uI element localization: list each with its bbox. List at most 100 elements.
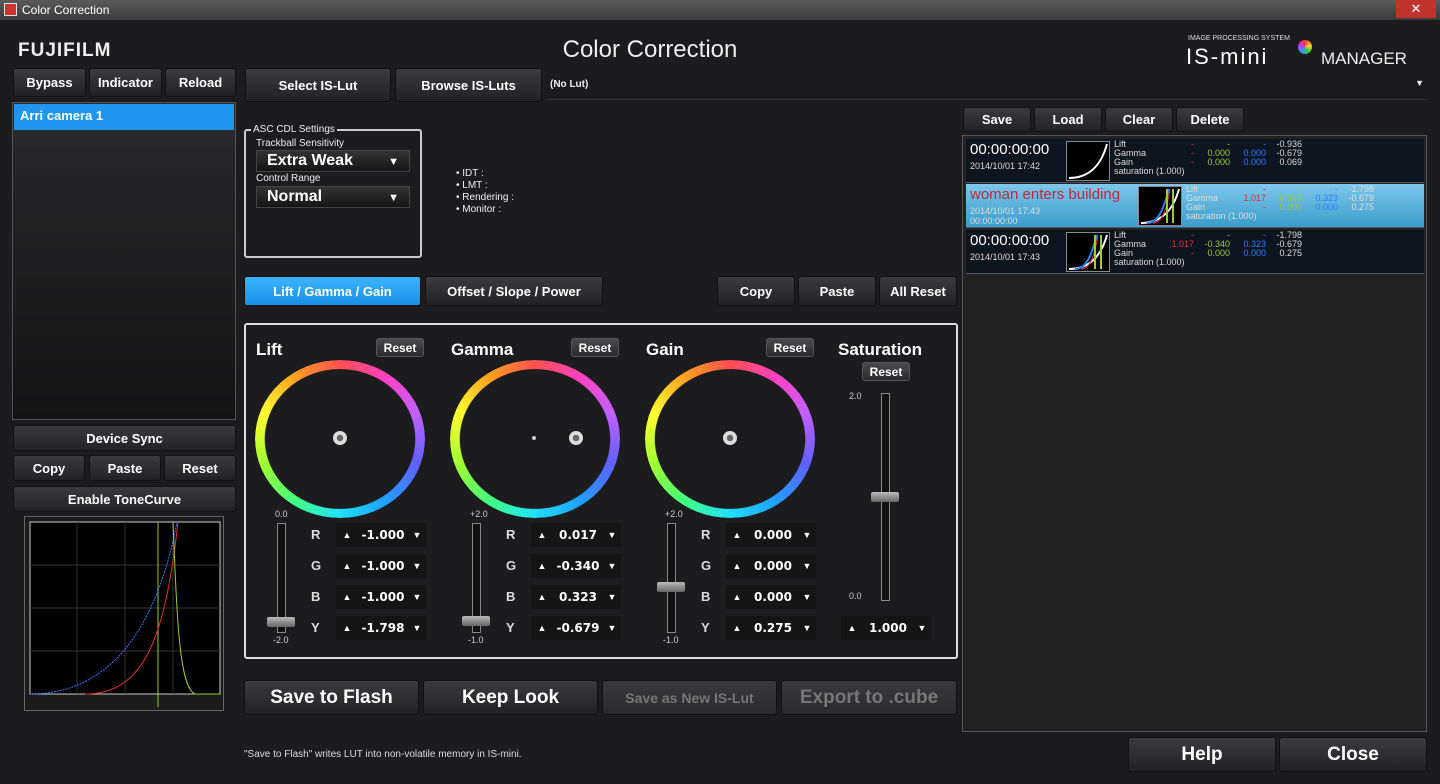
gain-trackball-handle[interactable] (723, 431, 737, 445)
gamma-b-value[interactable]: 0.323 (559, 590, 597, 604)
look-entry[interactable]: 00:00:00:00 2014/10/01 17:43 Lift - - - -1.7… (966, 230, 1424, 274)
saturation-spinner[interactable]: ▲ 1.000 ▼ (841, 616, 931, 640)
save-to-flash-button[interactable]: Save to Flash (244, 680, 419, 715)
keep-look-button[interactable]: Keep Look (423, 680, 598, 715)
tab-lift-gamma-gain[interactable]: Lift / Gamma / Gain (244, 276, 421, 306)
lift-b-value[interactable]: -1.000 (361, 590, 405, 604)
gamma-g-spinner[interactable]: ▲ -0.340 ▼ (531, 554, 621, 578)
gamma-r-spinner[interactable]: ▲ 0.017 ▼ (531, 523, 621, 547)
gain-reset-button[interactable]: Reset (766, 338, 814, 357)
gamma-slider-thumb[interactable] (462, 615, 490, 626)
gain-y-value[interactable]: 0.275 (754, 621, 792, 635)
browse-isluts-button[interactable]: Browse IS-Luts (395, 68, 542, 102)
reset-button[interactable]: Reset (164, 455, 236, 481)
increment-icon[interactable]: ▲ (537, 530, 547, 540)
device-sync-button[interactable]: Device Sync (13, 425, 236, 451)
control-range-select[interactable]: Normal ▼ (256, 186, 410, 208)
gain-g-spinner[interactable]: ▲ 0.000 ▼ (726, 554, 816, 578)
lift-b-spinner[interactable]: ▲ -1.000 ▼ (336, 585, 426, 609)
close-button[interactable]: Close (1279, 737, 1427, 772)
decrement-icon[interactable]: ▼ (607, 623, 617, 633)
increment-icon[interactable]: ▲ (732, 592, 742, 602)
lift-r-value[interactable]: -1.000 (361, 528, 405, 542)
increment-icon[interactable]: ▲ (342, 592, 352, 602)
lut-dropdown[interactable]: (No Lut) ▼ (546, 72, 1426, 100)
window-close-button[interactable]: ✕ (1396, 0, 1436, 18)
paste-button[interactable]: Paste (89, 455, 161, 481)
decrement-icon[interactable]: ▼ (802, 592, 812, 602)
increment-icon[interactable]: ▲ (847, 623, 857, 633)
decrement-icon[interactable]: ▼ (917, 623, 927, 633)
tab-offset-slope-power[interactable]: Offset / Slope / Power (425, 276, 603, 306)
gain-y-spinner[interactable]: ▲ 0.275 ▼ (726, 616, 816, 640)
select-islut-button[interactable]: Select IS-Lut (245, 68, 391, 102)
paste-grade-button[interactable]: Paste (798, 276, 876, 306)
increment-icon[interactable]: ▲ (732, 561, 742, 571)
reload-button[interactable]: Reload (165, 68, 236, 97)
gamma-level-slider[interactable] (472, 523, 481, 633)
increment-icon[interactable]: ▲ (342, 561, 352, 571)
lift-slider-thumb[interactable] (267, 617, 295, 627)
export-cube-button[interactable]: Export to .cube (781, 680, 957, 715)
gamma-g-value[interactable]: -0.340 (556, 559, 600, 573)
look-entry[interactable]: 00:00:00:00 2014/10/01 17:42 Lift - - - -0.9… (966, 139, 1424, 183)
enable-tonecurve-button[interactable]: Enable ToneCurve (13, 486, 236, 512)
gamma-r-value[interactable]: 0.017 (559, 528, 597, 542)
increment-icon[interactable]: ▲ (732, 530, 742, 540)
increment-icon[interactable]: ▲ (537, 561, 547, 571)
increment-icon[interactable]: ▲ (342, 623, 352, 633)
all-reset-button[interactable]: All Reset (879, 276, 957, 306)
decrement-icon[interactable]: ▼ (412, 561, 422, 571)
lift-g-value[interactable]: -1.000 (361, 559, 405, 573)
gamma-b-spinner[interactable]: ▲ 0.323 ▼ (531, 585, 621, 609)
camera-list[interactable]: Arri camera 1 (12, 102, 236, 420)
lift-y-value[interactable]: -1.798 (361, 621, 405, 635)
saturation-reset-button[interactable]: Reset (862, 362, 910, 381)
saturation-slider-thumb[interactable] (871, 492, 899, 502)
increment-icon[interactable]: ▲ (342, 530, 352, 540)
gain-g-value[interactable]: 0.000 (754, 559, 792, 573)
look-delete-button[interactable]: Delete (1176, 107, 1244, 132)
lift-reset-button[interactable]: Reset (376, 338, 424, 357)
lift-r-spinner[interactable]: ▲ -1.000 ▼ (336, 523, 426, 547)
save-as-new-islut-button[interactable]: Save as New IS-Lut (602, 680, 777, 715)
gain-b-value[interactable]: 0.000 (754, 590, 792, 604)
decrement-icon[interactable]: ▼ (607, 592, 617, 602)
decrement-icon[interactable]: ▼ (802, 561, 812, 571)
look-entry[interactable]: woman enters building 2014/10/01 17:43 0… (966, 184, 1424, 228)
tone-curve-graph[interactable] (24, 516, 224, 711)
lift-trackball-handle[interactable] (333, 431, 347, 445)
gamma-trackball-handle[interactable] (569, 431, 583, 445)
increment-icon[interactable]: ▲ (537, 592, 547, 602)
decrement-icon[interactable]: ▼ (802, 623, 812, 633)
saturation-value[interactable]: 1.000 (869, 621, 907, 635)
increment-icon[interactable]: ▲ (537, 623, 547, 633)
decrement-icon[interactable]: ▼ (412, 623, 422, 633)
gamma-y-value[interactable]: -0.679 (556, 621, 600, 635)
copy-grade-button[interactable]: Copy (717, 276, 795, 306)
decrement-icon[interactable]: ▼ (607, 561, 617, 571)
gain-slider-thumb[interactable] (657, 581, 685, 592)
trackball-sensitivity-select[interactable]: Extra Weak ▼ (256, 150, 410, 172)
help-button[interactable]: Help (1128, 737, 1276, 772)
gamma-reset-button[interactable]: Reset (571, 338, 619, 357)
gain-r-spinner[interactable]: ▲ 0.000 ▼ (726, 523, 816, 547)
lift-g-spinner[interactable]: ▲ -1.000 ▼ (336, 554, 426, 578)
camera-item[interactable]: Arri camera 1 (14, 104, 234, 130)
bypass-button[interactable]: Bypass (13, 68, 86, 97)
decrement-icon[interactable]: ▼ (607, 530, 617, 540)
gamma-y-spinner[interactable]: ▲ -0.679 ▼ (531, 616, 621, 640)
look-load-button[interactable]: Load (1034, 107, 1102, 132)
increment-icon[interactable]: ▲ (732, 623, 742, 633)
decrement-icon[interactable]: ▼ (412, 530, 422, 540)
decrement-icon[interactable]: ▼ (412, 592, 422, 602)
lift-level-slider[interactable] (277, 523, 286, 633)
lift-y-spinner[interactable]: ▲ -1.798 ▼ (336, 616, 426, 640)
gain-b-spinner[interactable]: ▲ 0.000 ▼ (726, 585, 816, 609)
gain-level-slider[interactable] (667, 523, 676, 633)
look-clear-button[interactable]: Clear (1105, 107, 1173, 132)
indicator-button[interactable]: Indicator (89, 68, 162, 97)
gain-r-value[interactable]: 0.000 (754, 528, 792, 542)
decrement-icon[interactable]: ▼ (802, 530, 812, 540)
copy-button[interactable]: Copy (13, 455, 85, 481)
